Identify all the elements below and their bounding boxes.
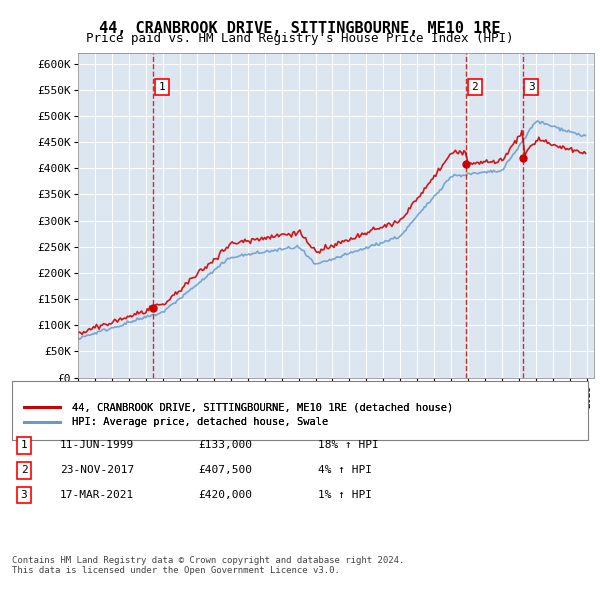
Text: 4% ↑ HPI: 4% ↑ HPI <box>318 466 372 475</box>
Text: 1: 1 <box>20 441 28 450</box>
Text: 3: 3 <box>528 82 535 92</box>
Text: Price paid vs. HM Land Registry's House Price Index (HPI): Price paid vs. HM Land Registry's House … <box>86 32 514 45</box>
Text: 2: 2 <box>20 466 28 475</box>
Text: HPI: Average price, detached house, Swale: HPI: Average price, detached house, Swal… <box>72 417 328 427</box>
Text: 44, CRANBROOK DRIVE, SITTINGBOURNE, ME10 1RE: 44, CRANBROOK DRIVE, SITTINGBOURNE, ME10… <box>99 21 501 35</box>
Text: 44, CRANBROOK DRIVE, SITTINGBOURNE, ME10 1RE (detached house): 44, CRANBROOK DRIVE, SITTINGBOURNE, ME10… <box>72 402 453 412</box>
Text: 1: 1 <box>158 82 165 92</box>
Text: 23-NOV-2017: 23-NOV-2017 <box>60 466 134 475</box>
Text: 1% ↑ HPI: 1% ↑ HPI <box>318 490 372 500</box>
Text: 18% ↑ HPI: 18% ↑ HPI <box>318 441 379 450</box>
Text: 17-MAR-2021: 17-MAR-2021 <box>60 490 134 500</box>
Text: £407,500: £407,500 <box>198 466 252 475</box>
Text: 11-JUN-1999: 11-JUN-1999 <box>60 441 134 450</box>
Text: 3: 3 <box>20 490 28 500</box>
Text: Contains HM Land Registry data © Crown copyright and database right 2024.
This d: Contains HM Land Registry data © Crown c… <box>12 556 404 575</box>
Text: £133,000: £133,000 <box>198 441 252 450</box>
Text: 2: 2 <box>472 82 478 92</box>
Text: 44, CRANBROOK DRIVE, SITTINGBOURNE, ME10 1RE (detached house): 44, CRANBROOK DRIVE, SITTINGBOURNE, ME10… <box>72 402 453 412</box>
Text: £420,000: £420,000 <box>198 490 252 500</box>
Text: HPI: Average price, detached house, Swale: HPI: Average price, detached house, Swal… <box>72 417 328 427</box>
